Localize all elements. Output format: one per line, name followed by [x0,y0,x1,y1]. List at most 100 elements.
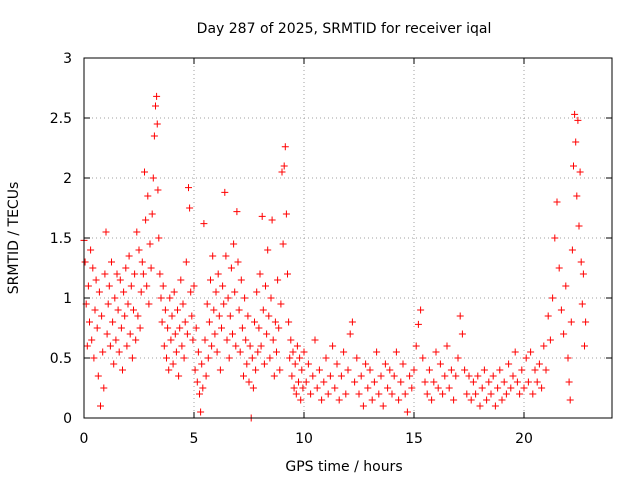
data-point [178,342,186,350]
data-point [201,336,209,344]
data-point [362,360,370,368]
data-point [106,342,114,350]
data-point [89,264,97,272]
data-point [436,360,444,368]
data-point [227,264,235,272]
data-point [255,324,263,332]
data-point [329,342,337,350]
data-point [251,318,258,326]
data-point [149,174,157,182]
data-point [540,342,548,350]
data-point [200,220,208,228]
chart-title: Day 287 of 2025, SRMTID for receiver iqa… [197,21,492,37]
data-point [152,102,159,110]
data-point [520,384,528,392]
data-point [527,348,535,356]
data-point [263,330,271,338]
data-point [577,258,585,266]
data-point [297,396,305,404]
data-point [233,208,241,216]
data-point [326,372,334,380]
data-point [256,270,264,278]
data-point [353,354,361,362]
data-point [177,276,185,284]
data-point [315,366,323,374]
y-tick-label: 3 [63,51,72,67]
data-point [160,342,168,350]
data-point [529,390,537,398]
data-point [447,366,455,374]
data-point [197,408,205,416]
data-point [524,378,532,386]
data-point [320,378,328,386]
data-point [273,348,280,356]
data-point [392,348,400,356]
data-point [423,390,431,398]
grid-lines [84,58,612,418]
data-point [318,396,326,404]
data-point [357,372,365,380]
data-point [282,210,290,218]
data-point [244,312,252,320]
data-point [401,390,409,398]
data-point [158,318,166,326]
data-point [286,354,294,362]
data-point [220,300,228,308]
data-point [295,378,302,386]
data-point [567,318,575,326]
data-point [509,372,517,380]
data-point [213,348,221,356]
y-tick-label: 0.5 [50,351,72,367]
y-tick-label: 2.5 [50,111,72,127]
x-tick-label: 10 [295,431,313,447]
data-point [91,306,99,314]
data-point [260,360,268,368]
data-point [161,306,169,314]
data-point [348,318,356,326]
data-point [287,336,295,344]
data-point [487,390,495,398]
data-point [366,366,374,374]
data-point [575,222,583,230]
data-point [299,384,307,392]
data-point [574,116,582,124]
data-point [116,276,124,284]
data-point [307,390,315,398]
data-point [202,372,210,380]
x-tick-label: 15 [405,431,423,447]
data-point [266,354,274,362]
data-point [253,288,261,296]
data-point [88,336,96,344]
data-point [538,384,546,392]
data-point [342,390,350,398]
data-point [375,390,383,398]
data-point [579,270,587,278]
x-tick-label: 0 [80,431,89,447]
data-point [531,366,539,374]
data-point [229,330,236,338]
data-point [108,258,115,266]
data-point [176,324,184,332]
data-point [572,138,580,146]
data-point [578,300,586,308]
data-point [150,132,158,140]
data-point [535,360,543,368]
data-point [505,360,513,368]
data-point [219,282,227,290]
data-point [240,372,247,380]
data-point [278,168,286,176]
data-point [417,306,425,314]
data-point [157,294,165,302]
data-point [388,390,396,398]
data-point [513,378,521,386]
data-point [304,360,312,368]
data-point [102,228,110,236]
y-axis-label: SRMTID / TECUs [6,182,22,295]
data-point [511,348,519,356]
data-point [134,312,142,320]
data-point [419,354,427,362]
data-point [428,396,436,404]
data-point [544,312,552,320]
data-point [568,246,576,254]
